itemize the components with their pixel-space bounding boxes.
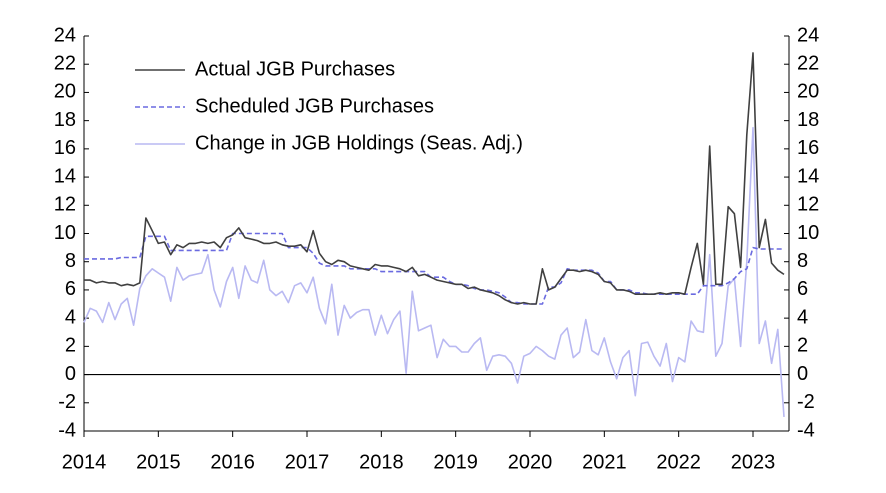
y2-tick-label: 12 (797, 194, 819, 216)
y2-tick-label: -2 (797, 391, 815, 413)
y-tick-label: -4 (58, 419, 76, 441)
y2-tick-label: 10 (797, 222, 819, 244)
y-tick-label: -2 (58, 391, 76, 413)
y-tick-label: 24 (54, 24, 76, 46)
legend-label: Actual JGB Purchases (195, 58, 395, 80)
y2-tick-label: 2 (797, 335, 808, 357)
x-tick-label: 2023 (731, 451, 776, 473)
y-tick-label: 0 (65, 363, 76, 385)
series-line (83, 126, 785, 417)
x-tick-label: 2021 (582, 451, 627, 473)
x-tick-label: 2022 (656, 451, 701, 473)
x-tick-label: 2018 (359, 451, 404, 473)
x-tick-label: 2019 (433, 451, 478, 473)
y-tick-label: 2 (65, 335, 76, 357)
y2-tick-label: -4 (797, 419, 815, 441)
y-tick-label: 22 (54, 52, 76, 74)
y-tick-label: 4 (65, 306, 76, 328)
series-line (84, 52, 785, 305)
legend-label: Change in JGB Holdings (Seas. Adj.) (195, 132, 523, 154)
y-tick-label: 16 (54, 137, 76, 159)
legend-label: Scheduled JGB Purchases (195, 95, 434, 117)
y-tick-label: 12 (54, 194, 76, 216)
y2-tick-label: 4 (797, 306, 808, 328)
x-tick-label: 2020 (508, 451, 553, 473)
y2-tick-label: 0 (797, 363, 808, 385)
x-tick-label: 2017 (285, 451, 330, 473)
y-tick-label: 14 (54, 165, 76, 187)
y-tick-label: 10 (54, 222, 76, 244)
y2-tick-label: 24 (797, 24, 819, 46)
x-tick-label: 2015 (136, 451, 181, 473)
y-tick-label: 20 (54, 81, 76, 103)
y-tick-label: 18 (54, 109, 76, 131)
x-tick-label: 2014 (62, 451, 107, 473)
x-tick-label: 2016 (210, 451, 255, 473)
y2-tick-label: 20 (797, 81, 819, 103)
y2-tick-label: 8 (797, 250, 808, 272)
y-tick-label: 6 (65, 278, 76, 300)
y2-tick-label: 6 (797, 278, 808, 300)
y2-tick-label: 16 (797, 137, 819, 159)
y2-tick-label: 22 (797, 52, 819, 74)
y2-tick-label: 18 (797, 109, 819, 131)
y2-tick-label: 14 (797, 165, 819, 187)
y-tick-label: 8 (65, 250, 76, 272)
